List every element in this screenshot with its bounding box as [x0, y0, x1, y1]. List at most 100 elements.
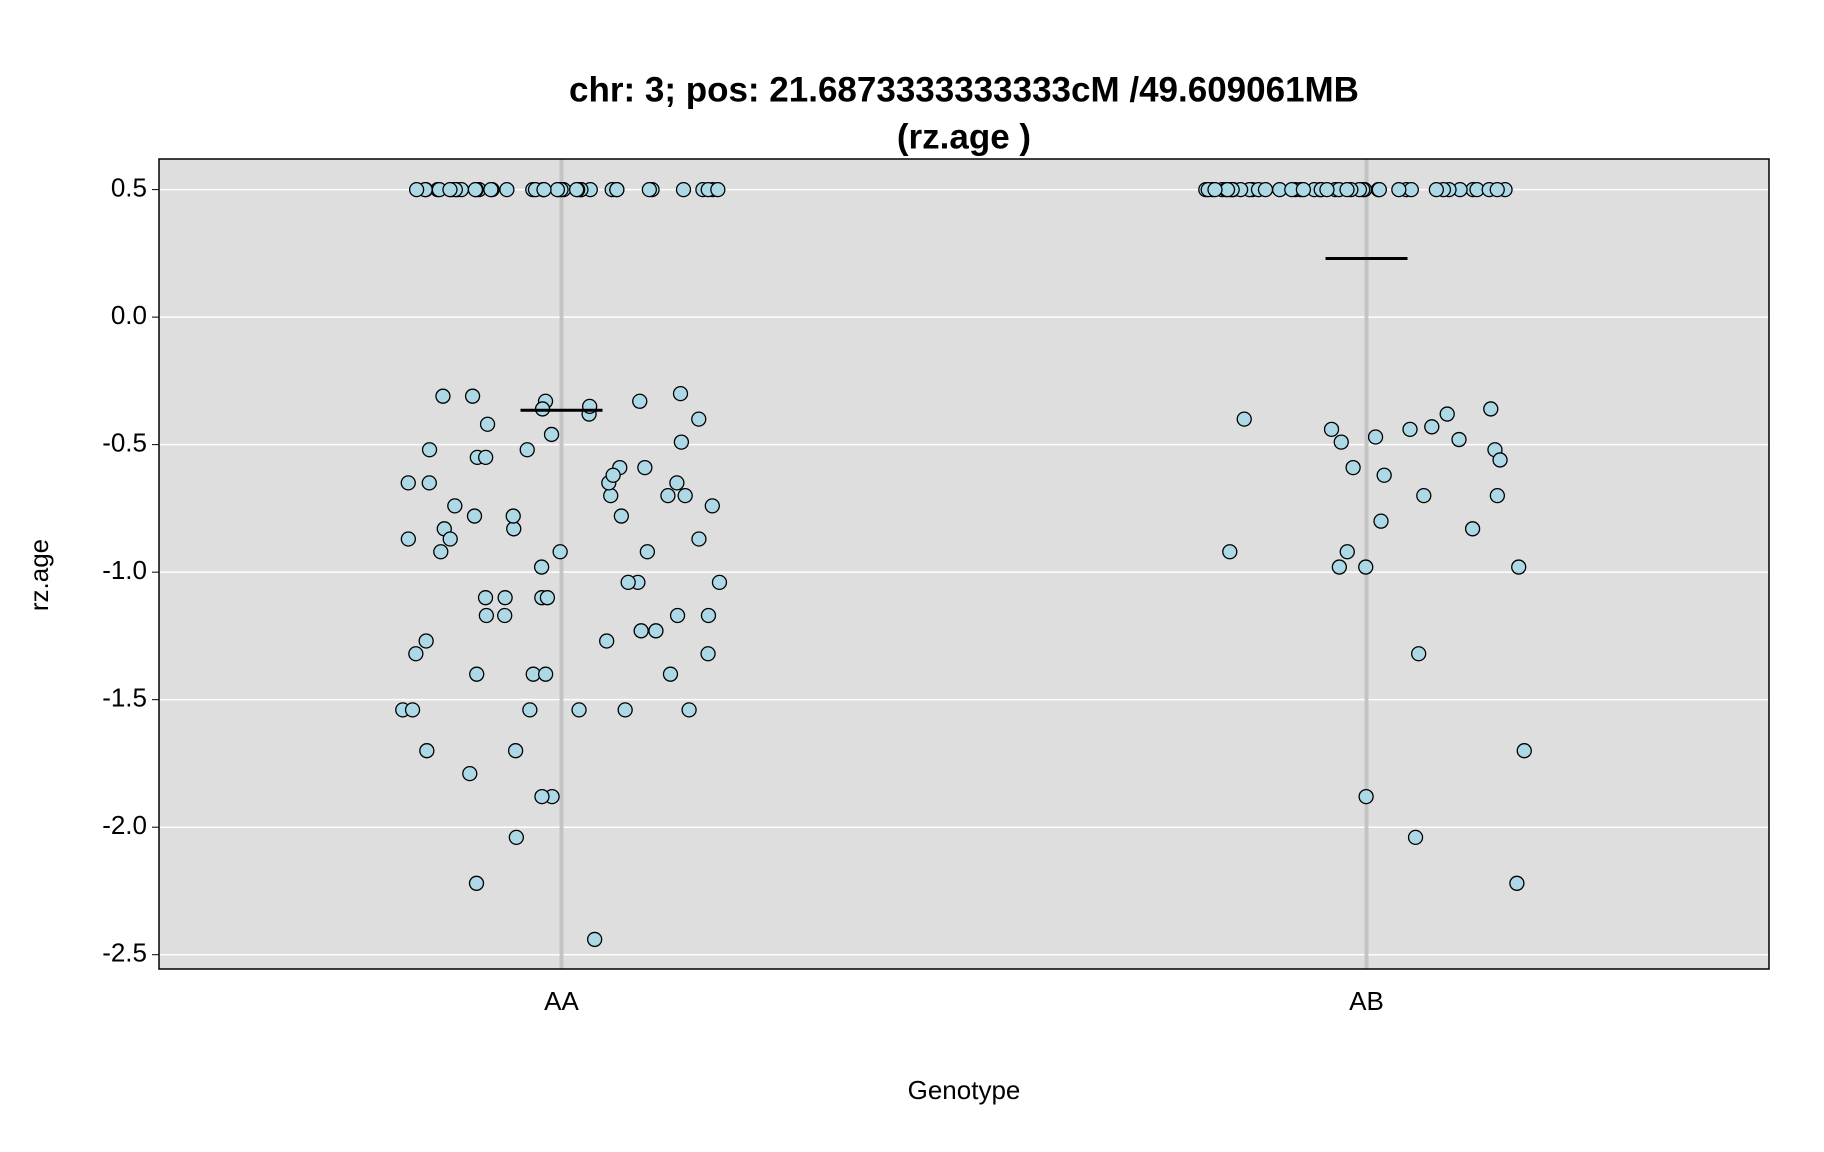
point [400, 531, 417, 547]
point [1509, 875, 1525, 891]
point [433, 544, 449, 560]
point [543, 426, 560, 443]
point [400, 475, 416, 491]
point [639, 544, 656, 560]
point [419, 743, 435, 759]
point [1439, 406, 1455, 422]
point [609, 181, 625, 198]
point [1236, 411, 1252, 427]
point [691, 531, 707, 547]
point [632, 393, 648, 409]
point [1483, 401, 1499, 417]
point [571, 702, 587, 718]
y-tick-label: -2.5 [102, 938, 147, 968]
point [507, 743, 524, 759]
point [1295, 181, 1312, 198]
point [675, 181, 692, 198]
point [467, 181, 484, 198]
point [603, 487, 619, 504]
point [421, 475, 437, 491]
point [539, 590, 556, 606]
point [1319, 181, 1335, 198]
y-axis-label: rz.age [24, 539, 54, 611]
point [499, 181, 515, 198]
x-tick-label: AA [544, 986, 579, 1016]
y-tick-label: 0.0 [111, 300, 147, 330]
point [447, 498, 463, 514]
point [1373, 513, 1389, 529]
point [552, 544, 568, 560]
point [633, 623, 649, 639]
point [1333, 434, 1349, 450]
point [1411, 646, 1427, 662]
point [599, 633, 615, 649]
point [1489, 181, 1505, 198]
point [637, 459, 653, 476]
plot-border [158, 158, 1770, 970]
point [1416, 487, 1432, 504]
point [408, 646, 424, 662]
point [404, 702, 421, 718]
x-axis-label: Genotype [908, 1075, 1021, 1105]
point [681, 702, 697, 718]
point [662, 666, 679, 682]
point [1339, 544, 1355, 560]
point [534, 788, 550, 805]
point [1492, 452, 1508, 468]
y-tick-label: -1.5 [102, 683, 147, 713]
y-tick-label: -0.5 [102, 428, 147, 458]
chart-title: chr: 3; pos: 21.6873333333333cM /49.6090… [569, 70, 1359, 109]
point [677, 487, 693, 504]
point [1511, 559, 1527, 575]
point [660, 487, 676, 504]
point [442, 531, 458, 547]
point [506, 521, 522, 537]
point [1489, 487, 1506, 504]
point [1371, 181, 1388, 198]
point [477, 590, 494, 606]
point [469, 666, 485, 682]
point [704, 498, 720, 514]
point [605, 467, 621, 483]
point [1516, 743, 1532, 759]
point [479, 416, 496, 432]
chart-subtitle: (rz.age ) [897, 117, 1031, 156]
point [442, 181, 458, 198]
point [669, 607, 686, 624]
point [1222, 544, 1238, 560]
point [1257, 181, 1274, 198]
point [1358, 559, 1374, 575]
point [435, 388, 451, 404]
plot-background [159, 159, 1769, 969]
point [587, 931, 603, 948]
point [1207, 181, 1223, 198]
point [1451, 431, 1467, 448]
point [408, 181, 425, 198]
point [1464, 521, 1481, 537]
point [1358, 788, 1374, 805]
point [1339, 181, 1355, 198]
point [1407, 829, 1424, 846]
point [497, 590, 513, 606]
point [617, 702, 633, 718]
point [505, 508, 521, 524]
point [421, 442, 438, 458]
point [641, 181, 658, 198]
point [483, 181, 499, 198]
point [1323, 421, 1340, 437]
y-tick-label: -1.0 [102, 555, 147, 585]
point [519, 442, 535, 458]
point [464, 388, 481, 404]
point [466, 508, 483, 524]
point [1367, 429, 1384, 445]
point [549, 181, 566, 198]
point [1376, 467, 1392, 483]
point [700, 607, 717, 624]
point [536, 181, 552, 198]
point [700, 646, 716, 662]
point [669, 475, 685, 491]
point [613, 508, 630, 524]
point [508, 829, 525, 846]
